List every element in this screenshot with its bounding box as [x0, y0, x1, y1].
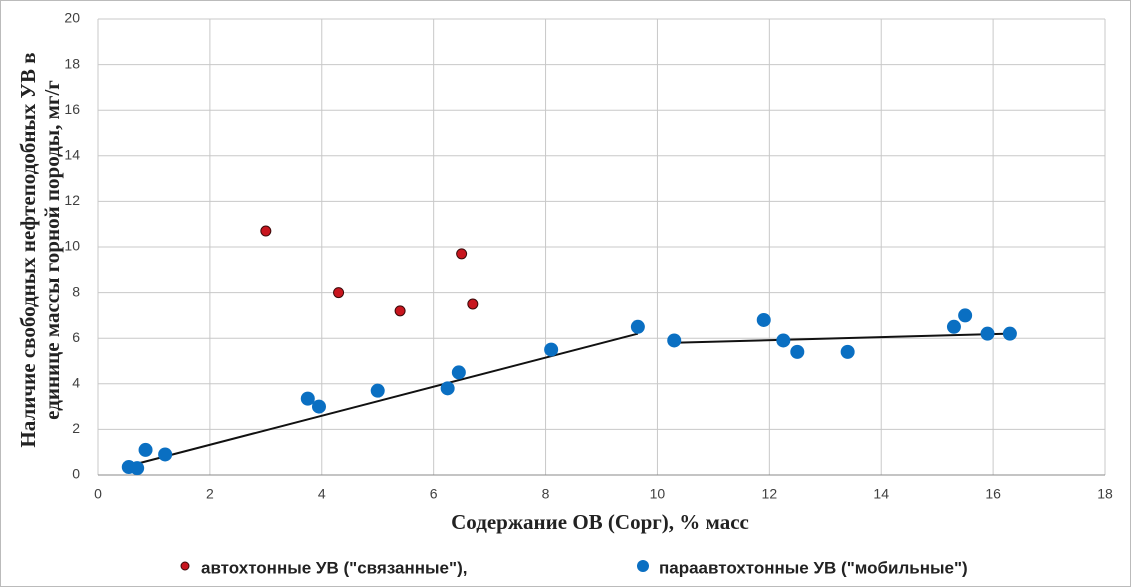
x-tick-label: 14 — [873, 486, 889, 502]
point — [158, 447, 173, 462]
y-tick-label: 12 — [64, 192, 80, 208]
point — [311, 399, 326, 414]
point — [946, 319, 961, 334]
x-tick-label: 0 — [94, 486, 102, 502]
point — [333, 287, 345, 299]
point — [756, 312, 771, 327]
point — [840, 344, 855, 359]
grid — [97, 18, 1106, 476]
legend-label: автохтонные УВ ("связанные"), — [201, 558, 467, 577]
x-tick-label: 16 — [985, 486, 1001, 502]
plot — [121, 225, 1017, 476]
x-tick-label: 10 — [650, 486, 666, 502]
x-axis-title: Содержание ОВ (Сорг), % масс — [451, 510, 749, 534]
y-axis-title: Наличие свободных нефтеподобных УВ в — [16, 52, 40, 447]
point — [300, 391, 315, 406]
legend-marker — [180, 561, 190, 571]
point — [790, 344, 805, 359]
trendline — [674, 332, 1010, 344]
x-tick-label: 6 — [430, 486, 438, 502]
point — [260, 225, 272, 237]
y-tick-label: 4 — [72, 375, 80, 391]
point — [544, 342, 559, 357]
x-tick-label: 4 — [318, 486, 326, 502]
x-tick-label: 8 — [542, 486, 550, 502]
y-tick-label: 20 — [64, 10, 80, 26]
y-tick-label: 6 — [72, 329, 80, 345]
point — [451, 365, 466, 380]
point — [138, 442, 153, 457]
point — [630, 319, 645, 334]
y-tick-label: 18 — [64, 55, 80, 71]
y-tick-label: 0 — [72, 466, 80, 482]
y-axis-title: единице массы горной породы, мг/г — [40, 80, 64, 420]
point — [958, 308, 973, 323]
point — [667, 333, 682, 348]
point — [370, 383, 385, 398]
x-tick-label: 12 — [762, 486, 778, 502]
point — [456, 248, 468, 260]
x-tick-label: 2 — [206, 486, 214, 502]
y-tick-label: 10 — [64, 238, 80, 254]
point — [467, 298, 479, 310]
point — [440, 381, 455, 396]
y-tick-label: 16 — [64, 101, 80, 117]
legend-label: параавтохтонные УВ ("мобильные") — [659, 558, 968, 577]
point — [394, 305, 406, 317]
x-tick-label: 18 — [1097, 486, 1113, 502]
y-tick-label: 2 — [72, 420, 80, 436]
point — [130, 461, 145, 476]
point — [1002, 326, 1017, 341]
y-tick-label: 8 — [72, 283, 80, 299]
legend-marker — [637, 560, 649, 572]
point — [980, 326, 995, 341]
y-axis-title-group: Наличие свободных нефтеподобных УВ в еди… — [16, 52, 64, 447]
y-tick-label: 14 — [64, 147, 80, 163]
point — [776, 333, 791, 348]
